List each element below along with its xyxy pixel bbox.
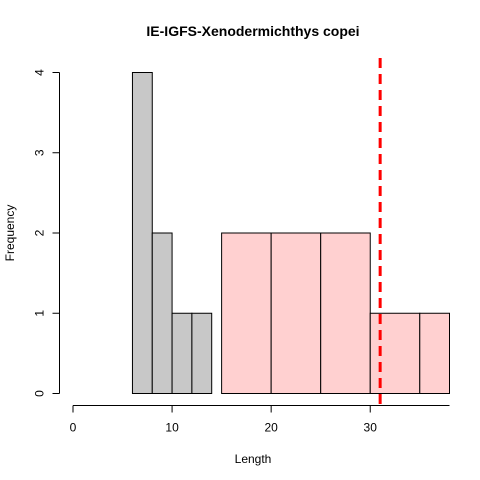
histogram-bar — [151, 232, 173, 394]
histogram-bar — [171, 312, 193, 394]
histogram-bar — [369, 312, 421, 394]
y-tick-label: 3 — [33, 149, 47, 156]
y-tick-label: 4 — [33, 69, 47, 76]
histogram-bar — [270, 232, 322, 394]
x-tick-label: 20 — [264, 421, 278, 435]
histogram-bar — [320, 232, 371, 394]
y-axis: 0 1 2 3 4 — [33, 69, 60, 397]
y-tick-label: 1 — [33, 310, 47, 317]
y-tick-label: 0 — [33, 390, 47, 397]
y-tick-label: 2 — [33, 229, 47, 236]
histogram-bar — [221, 232, 272, 394]
y-axis-label: Frequency — [3, 205, 17, 262]
histogram-bar — [131, 72, 153, 394]
x-tick-label: 30 — [364, 421, 378, 435]
x-axis-label: Length — [235, 452, 272, 466]
chart-title: IE-IGFS-Xenodermichthys copei — [146, 23, 359, 39]
histogram-bar — [191, 312, 213, 394]
x-tick-label: 0 — [70, 421, 77, 435]
x-tick-label: 10 — [165, 421, 179, 435]
histogram-bar — [419, 312, 450, 394]
bars-group — [131, 72, 450, 394]
x-axis: 0 10 20 30 — [70, 405, 450, 435]
